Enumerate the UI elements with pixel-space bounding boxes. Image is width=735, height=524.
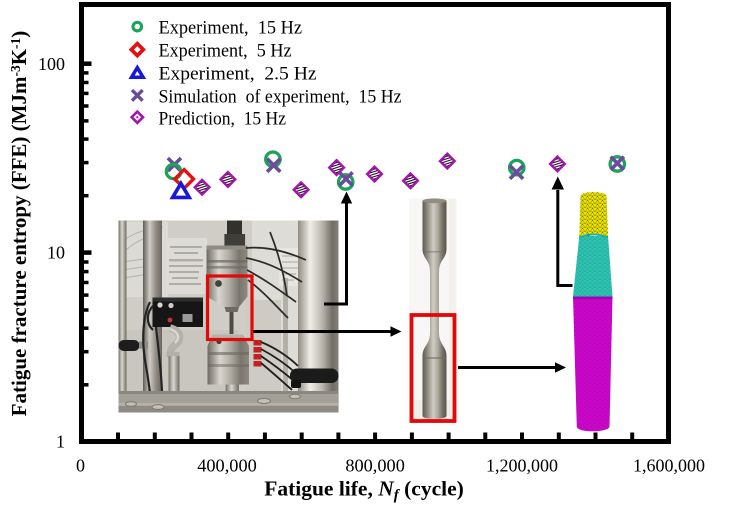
svg-text:Simulation of experiment, 15: Simulation of experiment, 15 Hz	[159, 86, 402, 107]
svg-text:10: 10	[47, 243, 65, 263]
svg-text:Fatigue fracture entropy (FFE): Fatigue fracture entropy (FFE) (MJm-3K-1…	[7, 31, 31, 417]
svg-text:1,200,000: 1,200,000	[486, 455, 558, 475]
svg-text:100: 100	[38, 54, 65, 74]
svg-text:Fatigue life, Nf (cycle): Fatigue life, Nf (cycle)	[264, 477, 464, 504]
svg-text:Experiment, 5 Hz: Experiment, 5 Hz	[159, 41, 292, 62]
svg-text:400,000: 400,000	[197, 455, 257, 475]
svg-text:800,000: 800,000	[345, 455, 405, 475]
svg-text:Experiment, 15 Hz: Experiment, 15 Hz	[159, 18, 303, 39]
svg-text:Prediction, 15 Hz: Prediction, 15 Hz	[159, 109, 287, 130]
svg-text:1: 1	[56, 432, 65, 452]
svg-text:1,600,000: 1,600,000	[633, 455, 705, 475]
svg-text:0: 0	[76, 455, 85, 475]
svg-text:Experiment, 2.5 Hz: Experiment, 2.5 Hz	[159, 64, 317, 85]
